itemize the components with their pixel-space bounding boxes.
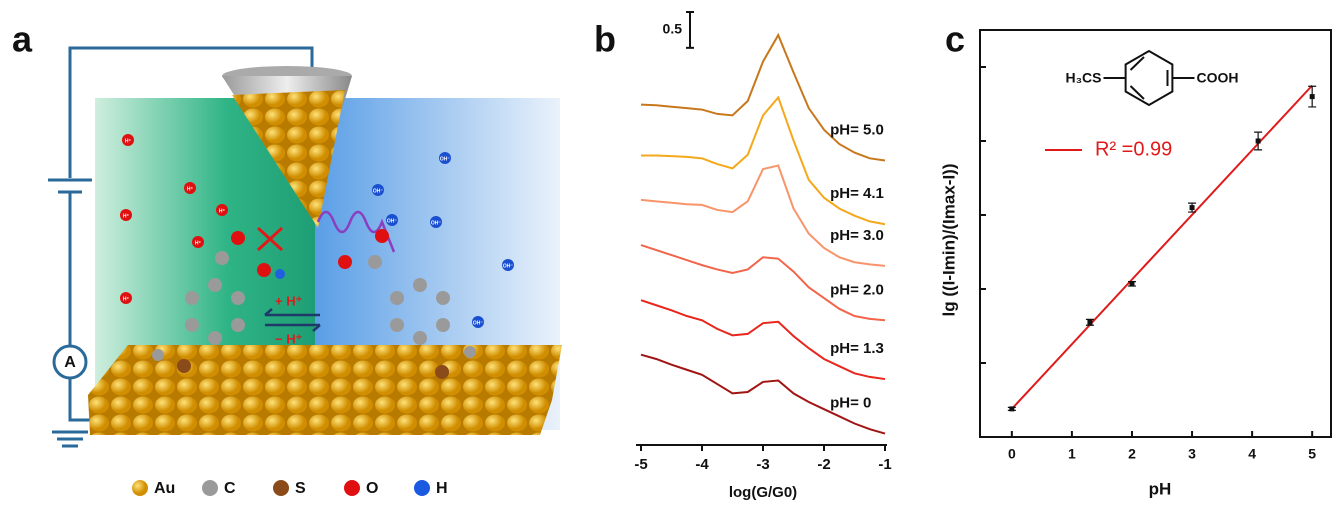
y-tick-label: 1 <box>962 132 970 148</box>
legend-label: Au <box>154 480 175 497</box>
x-tick-label: -4 <box>695 456 709 473</box>
legend-label: H <box>436 480 448 497</box>
legend-swatch <box>132 480 148 496</box>
x-axis-title: log(G/G0) <box>729 484 797 501</box>
data-point <box>1009 406 1014 411</box>
legend-swatch <box>202 480 218 496</box>
spectrum <box>641 97 885 224</box>
benzene-ring <box>1126 51 1173 105</box>
ion-label: H⁺ <box>195 240 202 246</box>
series-label: pH= 1.3 <box>830 340 884 357</box>
substituent: H₃CS <box>1065 70 1101 86</box>
x-tick-label: 0 <box>1008 446 1016 462</box>
x-axis-title: pH <box>1149 479 1172 498</box>
plot-frame <box>980 30 1331 437</box>
legend-swatch <box>344 480 360 496</box>
data-point <box>1190 205 1195 210</box>
data-point <box>1129 281 1134 286</box>
x-tick-label: -1 <box>878 456 891 473</box>
ion-label: H⁺ <box>187 186 194 192</box>
spectrum <box>641 35 885 160</box>
data-point <box>1310 94 1315 99</box>
y-tick-label: -2 <box>958 354 971 370</box>
legend-label: O <box>366 480 378 497</box>
ion-label: OH⁻ <box>431 220 442 226</box>
fit-line <box>1012 86 1312 409</box>
legend-label: C <box>224 480 236 497</box>
figure: A + H⁺ − H⁺ a b c H⁺ H⁺ H⁺ H⁺ H⁺ H⁺ OH⁻ OH⁻ OH⁻ OH⁻ O… <box>0 0 1332 505</box>
y-axis-title: lg ((I-Imin)/(Imax-I)) <box>939 164 958 317</box>
ion-label: OH⁻ <box>373 188 384 194</box>
y-tick-label: 0 <box>962 206 970 222</box>
x-tick-label: 4 <box>1248 446 1256 462</box>
ion-label: H⁺ <box>219 208 226 214</box>
scale-label: 0.5 <box>663 21 683 37</box>
panel-label: a <box>12 19 33 60</box>
panel-c: 0 1 2 3 4 5 -3 -2 -1 0 1 2 R² =0.99 H₃CS COOH <box>958 30 1331 462</box>
legend-swatch <box>414 480 430 496</box>
ammeter-label: A <box>64 354 76 371</box>
spectrum <box>641 166 885 266</box>
ion-label: H⁺ <box>123 296 130 302</box>
y-tick-label: 2 <box>962 58 970 74</box>
panel-a: A + H⁺ − H⁺ <box>48 48 562 446</box>
panel-label: b <box>594 19 616 60</box>
x-tick-label: 5 <box>1308 446 1316 462</box>
ion-label: OH⁻ <box>440 156 451 162</box>
y-tick-label: -3 <box>958 428 971 444</box>
panel-label: c <box>945 19 965 60</box>
data-point <box>1256 139 1261 144</box>
x-tick-label: 1 <box>1068 446 1076 462</box>
ion-label: OH⁻ <box>503 263 514 269</box>
substituent: COOH <box>1196 70 1238 86</box>
ion-label: H⁺ <box>125 138 132 144</box>
series-label: pH= 2.0 <box>830 281 884 298</box>
x-tick-label: 3 <box>1188 446 1196 462</box>
benzene-bonds <box>1131 57 1168 99</box>
series-label: pH= 3.0 <box>830 227 884 244</box>
x-tick-label: -2 <box>817 456 830 473</box>
backward-label: − H⁺ <box>275 331 303 346</box>
data-point <box>1087 320 1092 325</box>
forward-label: + H⁺ <box>275 293 303 308</box>
ion-label: OH⁻ <box>387 218 398 224</box>
x-tick-label: -5 <box>634 456 647 473</box>
series-label: pH= 0 <box>830 395 871 412</box>
x-tick-label: 2 <box>1128 446 1136 462</box>
series-label: pH= 5.0 <box>830 121 884 138</box>
legend-swatch <box>273 480 289 496</box>
ion-label: H⁺ <box>123 213 130 219</box>
y-tick-label: -1 <box>958 280 971 296</box>
series-label: pH= 4.1 <box>830 185 884 202</box>
legend-label: R² =0.99 <box>1095 138 1172 160</box>
ion-label: OH⁻ <box>473 320 484 326</box>
legend-label: S <box>295 480 306 497</box>
x-tick-label: -3 <box>756 456 769 473</box>
